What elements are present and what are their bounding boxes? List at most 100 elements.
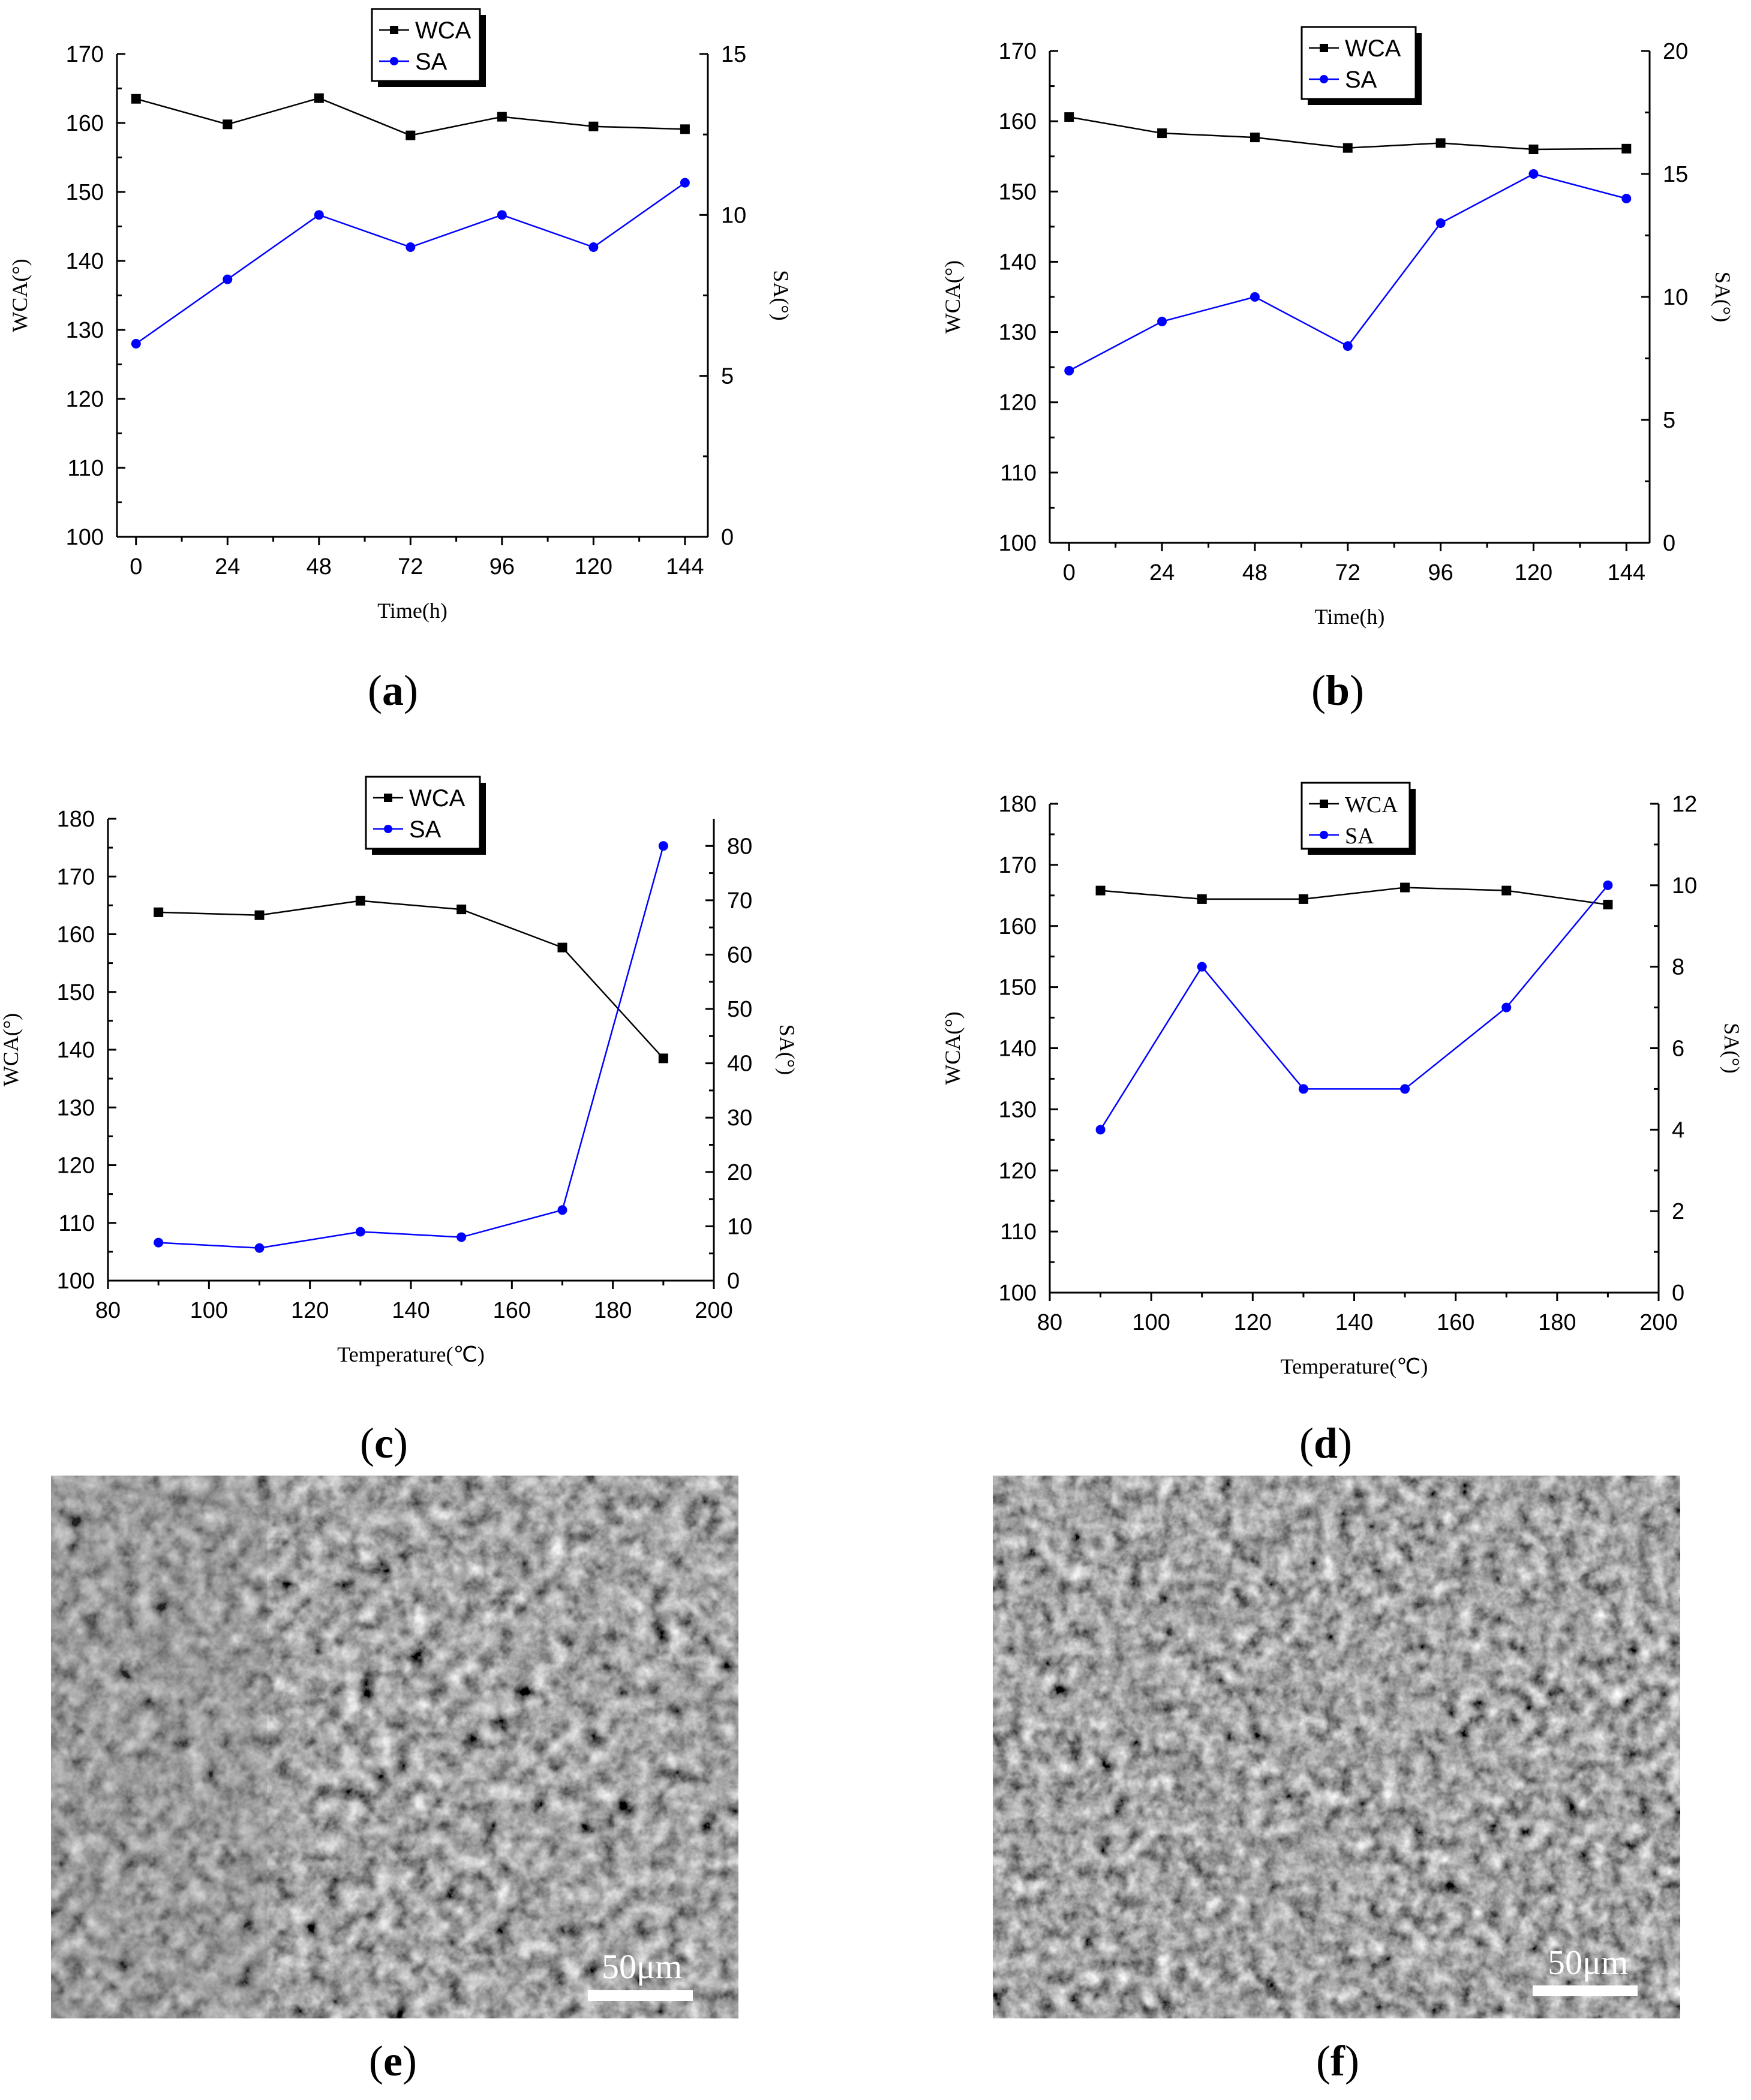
data-point-wca	[1064, 112, 1074, 122]
x-tick-label: 80	[95, 1298, 121, 1323]
data-point-wca	[497, 112, 507, 122]
data-point-sa	[557, 1205, 567, 1215]
paren-close: )	[402, 2037, 417, 2085]
panel-label-d: (d)	[1266, 1419, 1386, 1468]
panel-letter-b: b	[1325, 666, 1350, 714]
y-tick-label: 140	[999, 1037, 1037, 1062]
x-tick-label: 200	[1639, 1310, 1677, 1335]
x-tick-label: 0	[1063, 560, 1076, 585]
series-line-wca	[136, 97, 685, 137]
x-tick-label: 180	[594, 1298, 632, 1323]
paren-close: )	[1338, 1419, 1352, 1467]
series-line-sa	[136, 182, 686, 345]
legend-label-sa: SA	[409, 816, 441, 843]
data-point-wca	[1250, 133, 1260, 143]
y-tick-label: 150	[66, 180, 104, 205]
x-tick-label: 160	[493, 1298, 531, 1323]
legend-marker-sa	[390, 57, 398, 65]
y2-tick-label: 8	[1672, 955, 1684, 980]
data-point-sa	[1435, 218, 1446, 228]
panel-letter-c: c	[374, 1419, 394, 1467]
y2-tick-label: 10	[1672, 873, 1697, 899]
data-point-sa	[355, 1227, 365, 1237]
chart-b: 100 110 120 130 140 150 160 170 0 5 10 15 20 0 24 48 72 9…	[941, 26, 1735, 629]
data-point-wca	[1342, 143, 1353, 153]
data-point-sa	[680, 178, 690, 188]
sem-texture-f	[993, 1476, 1680, 2018]
data-point-wca	[1095, 885, 1106, 896]
legend-box	[371, 8, 481, 82]
data-point-wca	[1603, 900, 1613, 910]
sem-texture-e	[51, 1476, 738, 2018]
chart-c: 100 110 120 130 140 150 160 170 180 0 10 20 30 40 50 60…	[0, 776, 799, 1366]
y-tick-label: 120	[66, 387, 104, 412]
y-tick-label: 150	[999, 975, 1037, 1001]
panel-label-f: (f)	[1278, 2036, 1398, 2086]
data-point-sa	[406, 242, 416, 252]
y-tick-label: 120	[999, 1158, 1037, 1183]
series-line-sa	[1068, 173, 1627, 372]
y-tick-label: 130	[999, 1097, 1037, 1122]
x-tick-label: 200	[695, 1298, 732, 1323]
data-point-wca	[406, 130, 416, 140]
paren-open: (	[360, 1419, 375, 1467]
series-line-sa	[1100, 885, 1609, 1130]
y-tick-label: 130	[999, 320, 1037, 346]
y2-tick-label: 50	[727, 997, 752, 1022]
x-tick-label: 48	[307, 554, 332, 579]
y-tick-label: 170	[999, 39, 1037, 64]
data-point-sa	[1064, 366, 1074, 375]
legend-marker-sa	[1320, 831, 1328, 839]
data-point-sa	[588, 242, 599, 252]
data-point-wca	[131, 94, 141, 104]
data-point-sa	[1400, 1084, 1410, 1094]
panel-letter-a: a	[382, 666, 404, 714]
data-point-sa	[1298, 1084, 1308, 1094]
y2-tick-label: 2	[1672, 1199, 1684, 1224]
series-line-wca	[1100, 887, 1608, 906]
y-tick-label: 160	[999, 109, 1037, 134]
y2-tick-label: 12	[1672, 792, 1697, 817]
y-axis-title: WCA(°)	[0, 1013, 23, 1086]
legend-marker-wca	[1320, 800, 1328, 808]
x-tick-label: 24	[215, 554, 240, 579]
y2-axis-title: SA(°)	[775, 1025, 799, 1075]
y-tick-label: 130	[66, 318, 104, 343]
x-tick-label: 48	[1242, 560, 1268, 585]
x-tick-label: 120	[1234, 1310, 1272, 1335]
data-point-sa	[1342, 341, 1353, 351]
y-axis-title: WCA(°)	[941, 260, 965, 334]
series-line-wca	[158, 900, 664, 1059]
sem-image-f: 50μm	[993, 1476, 1680, 2018]
data-point-wca	[588, 121, 599, 131]
x-axis-title: Temperature(℃)	[337, 1342, 485, 1366]
y2-tick-label: 60	[727, 942, 752, 968]
y-tick-label: 100	[57, 1269, 95, 1294]
x-axis-title: Time(h)	[1315, 605, 1385, 629]
y2-tick-label: 5	[721, 364, 734, 389]
y2-tick-label: 0	[721, 525, 734, 550]
data-point-sa	[1197, 962, 1207, 972]
x-tick-label: 120	[291, 1298, 329, 1323]
legend-label-sa: SA	[1345, 824, 1374, 849]
data-point-wca	[314, 93, 324, 103]
x-tick-label: 144	[666, 554, 704, 579]
y-tick-label: 100	[66, 525, 104, 550]
y-tick-label: 110	[1000, 1219, 1037, 1245]
y-tick-label: 120	[999, 390, 1037, 416]
legend-box	[1301, 782, 1411, 850]
x-tick-label: 0	[130, 554, 142, 579]
x-tick-label: 72	[398, 554, 423, 579]
y2-tick-label: 6	[1672, 1037, 1684, 1062]
y-tick-label: 110	[1000, 461, 1037, 486]
y-tick-label: 130	[57, 1095, 95, 1120]
y2-tick-label: 15	[721, 42, 746, 67]
y2-tick-label: 10	[721, 203, 746, 228]
x-tick-label: 140	[392, 1298, 430, 1323]
y-tick-label: 170	[66, 42, 104, 67]
y2-tick-label: 0	[1663, 531, 1675, 556]
x-tick-label: 80	[1037, 1310, 1062, 1335]
x-tick-label: 100	[1132, 1310, 1170, 1335]
